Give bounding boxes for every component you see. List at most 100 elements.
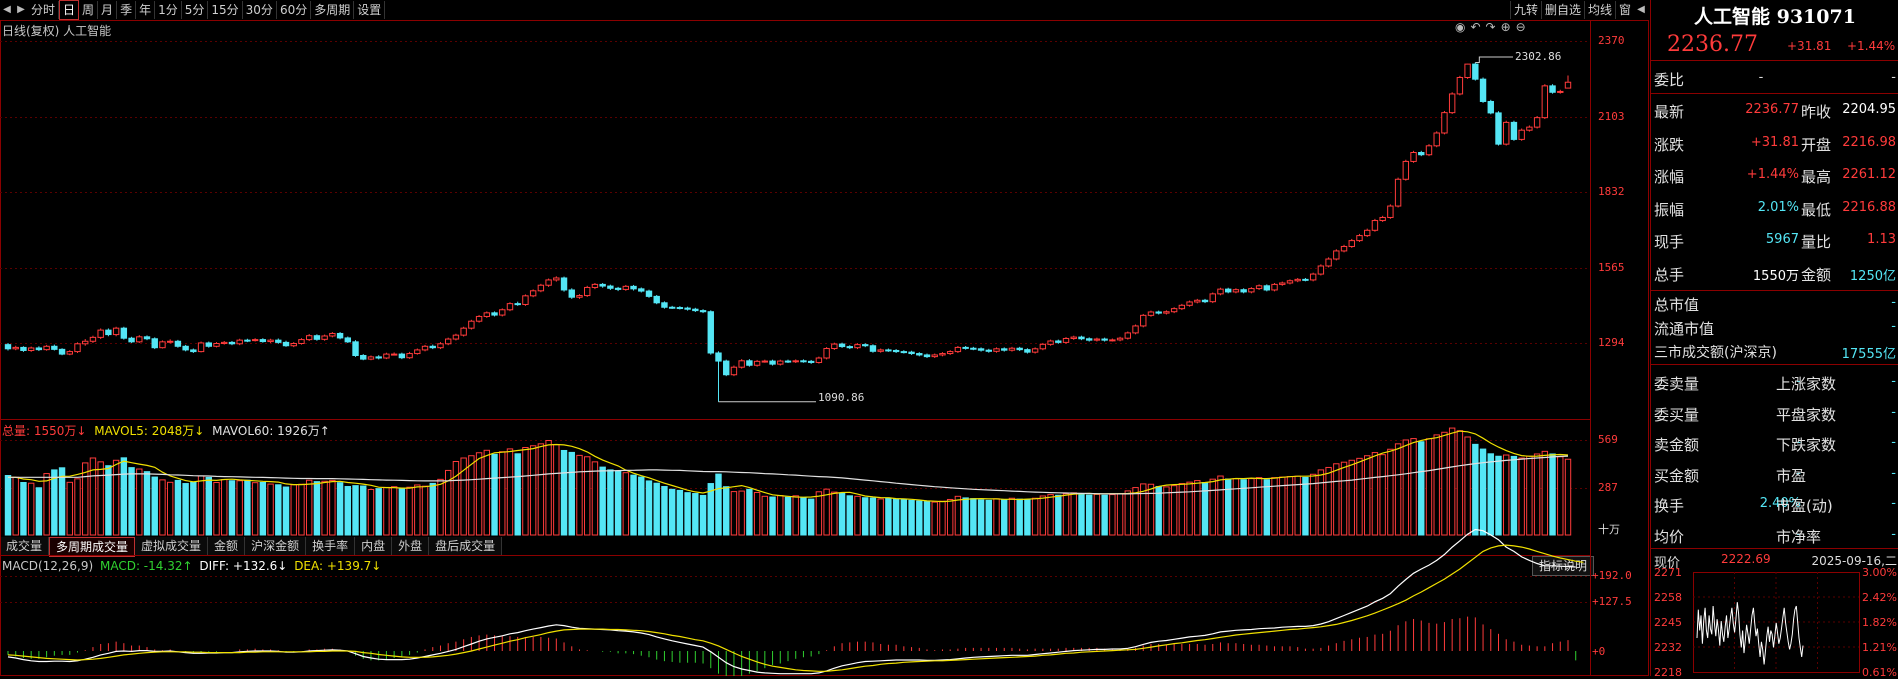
period-tab-quarter[interactable]: 季 xyxy=(117,1,137,19)
quote-row: 现手 5967 量比 1.13 xyxy=(1651,224,1898,254)
candle-body xyxy=(1464,63,1471,78)
macd-dea-label: DEA: +139.7↓ xyxy=(294,559,382,573)
ma-line-button[interactable]: 均线 xyxy=(1583,1,1615,19)
candle-body xyxy=(367,356,375,360)
candle-body xyxy=(1294,278,1301,282)
candle-body xyxy=(1024,349,1031,353)
jiuzhuan-button[interactable]: 九转 xyxy=(1509,1,1541,19)
subtab-outer[interactable]: 外盘 xyxy=(392,537,430,555)
zoom-out-icon[interactable]: ⊖ xyxy=(1515,20,1526,34)
volume-bar xyxy=(923,501,931,536)
subtab-hs-amount[interactable]: 沪深金额 xyxy=(245,537,307,555)
quote-label: 昨收 xyxy=(1801,103,1832,121)
candle-body xyxy=(1271,283,1278,291)
volume-bar xyxy=(112,459,120,536)
period-tab-year[interactable]: 年 xyxy=(136,1,156,19)
candle-body xyxy=(128,337,135,343)
candle-body xyxy=(1549,85,1556,93)
period-tab-60min[interactable]: 60分 xyxy=(277,1,312,19)
redo-icon[interactable]: ↷ xyxy=(1485,20,1496,34)
volume-bar xyxy=(120,457,128,536)
zoom-in-icon[interactable]: ⊕ xyxy=(1500,20,1511,34)
period-tab-fenshi[interactable]: 分时 xyxy=(28,1,60,19)
period-tab-30min[interactable]: 30分 xyxy=(243,1,277,19)
volume-bar xyxy=(159,479,166,536)
candle-body xyxy=(506,303,514,311)
volume-bar xyxy=(1487,453,1494,536)
volume-bar xyxy=(321,480,328,536)
quote-value: 1.13 xyxy=(1867,232,1896,247)
period-tab-week[interactable]: 周 xyxy=(79,1,99,19)
period-tab-5min[interactable]: 5分 xyxy=(182,1,209,19)
candle-body xyxy=(1224,288,1232,293)
period-tab-multi[interactable]: 多周期 xyxy=(311,1,355,19)
candle-body xyxy=(1201,299,1209,303)
volume-bar xyxy=(1109,494,1116,536)
period-tab-15min[interactable]: 15分 xyxy=(208,1,243,19)
volume-bar xyxy=(1178,483,1186,536)
candle-body xyxy=(20,346,27,351)
period-tab-day[interactable]: 日 xyxy=(59,0,80,20)
arrow-right-icon[interactable]: ▶ xyxy=(17,4,25,15)
subtab-amount[interactable]: 金额 xyxy=(208,537,246,555)
volume-bar xyxy=(290,484,297,536)
candle-body xyxy=(862,344,869,347)
quote-row: 最新 2236.77 昨收 2204.95 xyxy=(1651,94,1898,124)
candle-body xyxy=(151,338,158,349)
volume-bar xyxy=(174,479,182,536)
candle-body xyxy=(43,345,50,351)
market-label: 卖金额 xyxy=(1654,436,1700,454)
quote-label: 量比 xyxy=(1801,233,1832,251)
market-row: 委买量 - 平盘家数 - xyxy=(1651,397,1898,427)
mktcap-value: - xyxy=(1891,295,1896,310)
candle-body xyxy=(1348,240,1355,247)
arrow-left-icon[interactable]: ◀ xyxy=(3,4,11,15)
candle-body xyxy=(1155,311,1162,314)
subtab-volume[interactable]: 成交量 xyxy=(0,537,50,555)
subtab-virtual-volume[interactable]: 虚拟成交量 xyxy=(135,537,209,555)
eye-icon[interactable]: ◉ xyxy=(1455,20,1466,34)
period-tab-1min[interactable]: 1分 xyxy=(155,1,182,19)
subtab-multi-volume[interactable]: 多周期成交量 xyxy=(49,537,136,557)
volume-bar xyxy=(1402,439,1410,536)
undo-icon[interactable]: ↶ xyxy=(1470,20,1481,34)
volume-bar xyxy=(1387,448,1394,536)
candle-body xyxy=(769,360,776,365)
volume-bar xyxy=(390,486,398,536)
candle-body xyxy=(360,354,367,360)
volume-bar xyxy=(584,456,591,536)
volume-bar xyxy=(259,482,267,536)
three-market-value: 17555亿 xyxy=(1841,347,1896,362)
subtab-turnover[interactable]: 换手率 xyxy=(306,537,356,555)
candle-body xyxy=(1448,93,1456,114)
candle-body xyxy=(1178,304,1186,310)
candle-body xyxy=(375,356,382,359)
candle-body xyxy=(221,341,228,345)
vol-unit-label: 十万 xyxy=(1598,523,1620,536)
volume-bar xyxy=(1209,478,1216,536)
subtab-after-hours[interactable]: 盘后成交量 xyxy=(429,537,503,555)
candle-body xyxy=(1557,90,1564,93)
volume-bar xyxy=(514,453,521,536)
volume-bar xyxy=(699,494,707,536)
candle-body xyxy=(1456,76,1464,95)
collapse-panel-icon[interactable]: ◀ xyxy=(1637,4,1645,15)
mini-intraday-chart xyxy=(1693,572,1860,673)
candle-body xyxy=(228,341,236,345)
settings-button[interactable]: 设置 xyxy=(354,1,386,19)
window-button[interactable]: 窗 xyxy=(1614,1,1634,19)
remove-watchlist-button[interactable]: 删自选 xyxy=(1540,1,1584,19)
volume-bar xyxy=(1140,483,1147,536)
subtab-inner[interactable]: 内盘 xyxy=(355,537,393,555)
quote-label: 最新 xyxy=(1654,103,1685,121)
vol-tick-569: 569 xyxy=(1598,433,1618,446)
market-value: - xyxy=(1796,526,1801,542)
volume-bar xyxy=(753,491,761,536)
period-tab-month[interactable]: 月 xyxy=(98,1,118,19)
volume-bar xyxy=(429,482,436,536)
volume-bar xyxy=(1425,438,1433,536)
candle-body xyxy=(1140,314,1147,327)
mini-y-pct-tick: 3.00% xyxy=(1862,566,1897,579)
candle-body xyxy=(1472,63,1479,80)
candle-body xyxy=(1379,216,1386,222)
